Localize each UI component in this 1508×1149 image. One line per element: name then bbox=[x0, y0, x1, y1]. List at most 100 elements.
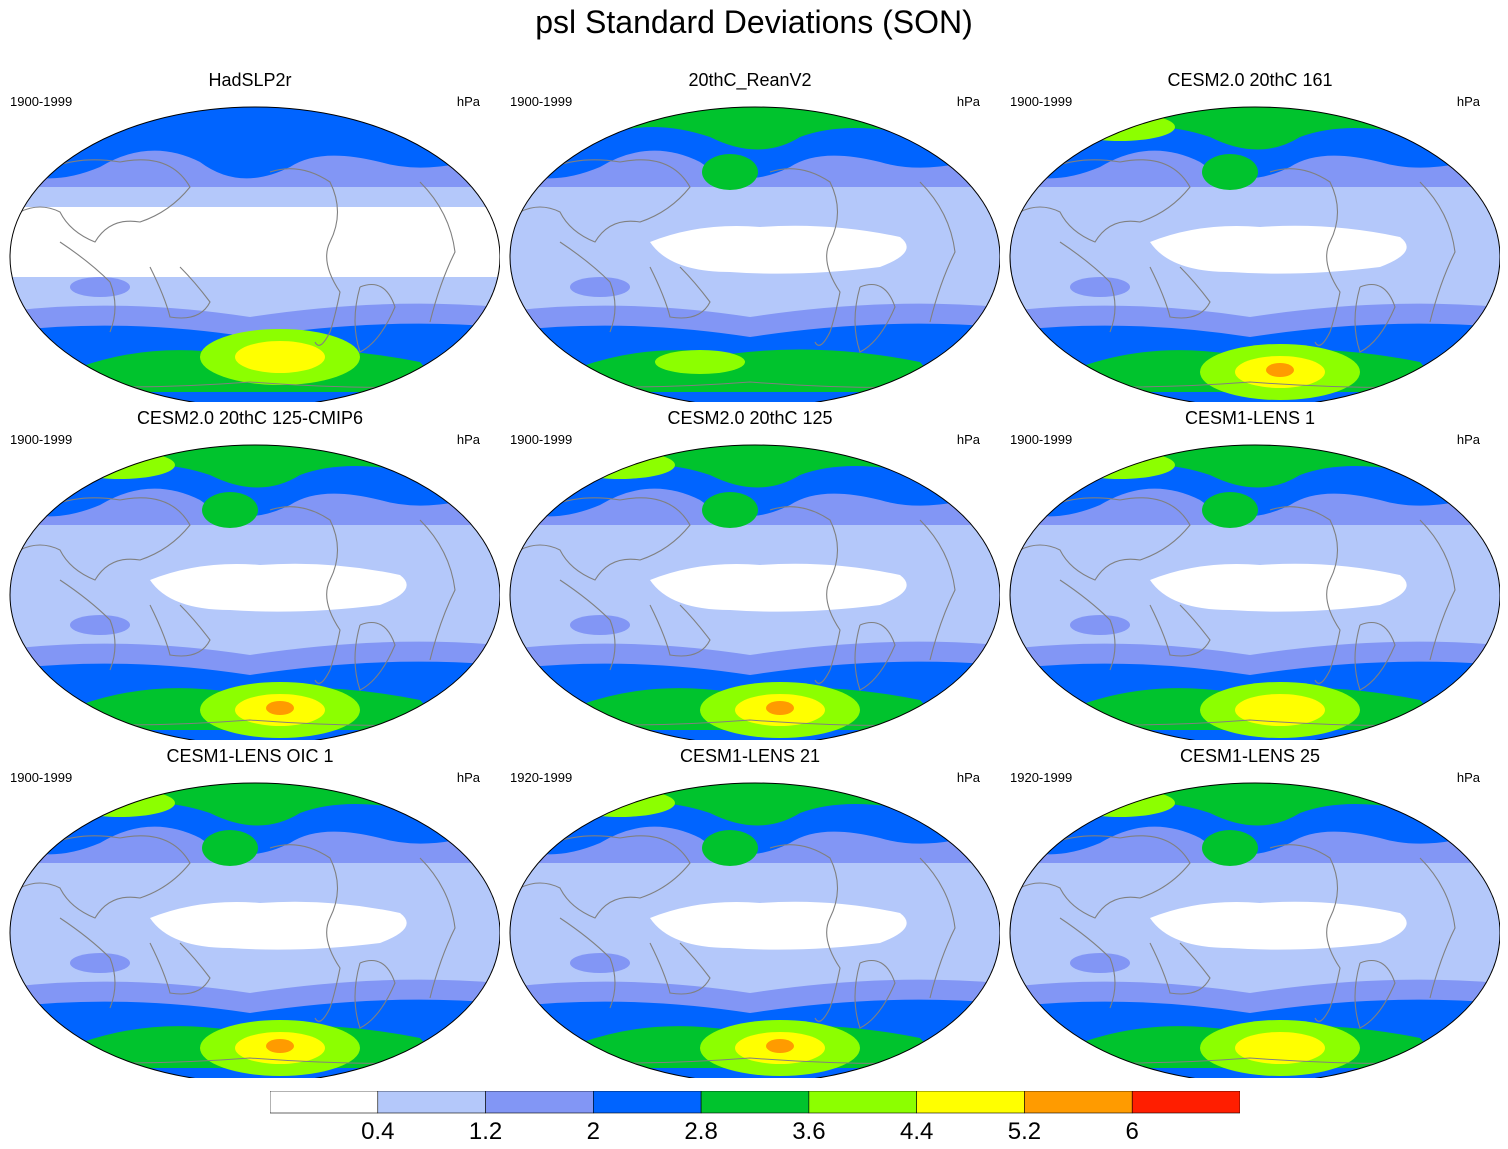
panel-title: CESM2.0 20thC 125 bbox=[500, 408, 1000, 429]
field-blob-south-max bbox=[1266, 363, 1294, 377]
colorbar-swatch bbox=[809, 1091, 917, 1113]
map-panel: 20thC_ReanV2 1900-1999 hPa bbox=[500, 70, 1000, 408]
panel-unit: hPa bbox=[1457, 770, 1480, 785]
field-blob-aleutian bbox=[202, 830, 258, 866]
field-blob-aleutian bbox=[1202, 492, 1258, 528]
field-blob-north bbox=[565, 451, 675, 479]
panel-unit: hPa bbox=[457, 770, 480, 785]
field-band-south-3 bbox=[580, 350, 927, 393]
field-tropics-white bbox=[650, 226, 907, 274]
panel-period: 1900-1999 bbox=[510, 432, 572, 447]
panel-unit: hPa bbox=[1457, 432, 1480, 447]
field-band-north-3 bbox=[0, 430, 500, 488]
field-band-north-3 bbox=[1000, 92, 1500, 150]
field-blob-aleutian bbox=[1202, 154, 1258, 190]
panel-title: CESM2.0 20thC 161 bbox=[1000, 70, 1500, 91]
field-blob-indian bbox=[1070, 953, 1130, 973]
field-tropics-white bbox=[650, 902, 907, 950]
colorbar-swatch bbox=[486, 1091, 594, 1113]
map-panel: CESM1-LENS 25 1920-1999 hPa bbox=[1000, 746, 1500, 1084]
world-map bbox=[1000, 768, 1500, 1078]
world-map bbox=[500, 92, 1000, 402]
field-tropics-white bbox=[1150, 226, 1407, 274]
panel-period: 1900-1999 bbox=[510, 94, 572, 109]
field-blob-north bbox=[65, 451, 175, 479]
field-blob-north bbox=[1065, 113, 1175, 141]
panel-unit: hPa bbox=[957, 432, 980, 447]
colorbar-swatch bbox=[270, 1091, 378, 1113]
field-blob-aleutian bbox=[202, 492, 258, 528]
colorbar bbox=[270, 1091, 1240, 1115]
colorbar-swatch bbox=[917, 1091, 1025, 1113]
panel-period: 1900-1999 bbox=[10, 770, 72, 785]
field-blob-aleutian bbox=[702, 154, 758, 190]
field-blob-indian bbox=[70, 615, 130, 635]
map-panel: CESM1-LENS OIC 1 1900-1999 hPa bbox=[0, 746, 500, 1084]
panel-title: CESM1-LENS 1 bbox=[1000, 408, 1500, 429]
field-blob-aleutian bbox=[702, 492, 758, 528]
field-blob-indian bbox=[70, 953, 130, 973]
panel-period: 1900-1999 bbox=[10, 432, 72, 447]
field-tropics-white bbox=[150, 564, 407, 612]
map-panel: CESM2.0 20thC 125 1900-1999 hPa bbox=[500, 408, 1000, 746]
world-map bbox=[0, 430, 500, 740]
panel-title: CESM1-LENS 21 bbox=[500, 746, 1000, 767]
field-band-north-3 bbox=[500, 92, 1000, 150]
field-blob-north bbox=[65, 789, 175, 817]
field-tropics-white bbox=[1150, 564, 1407, 612]
field-blob-north bbox=[565, 789, 675, 817]
field-blob-indian bbox=[1070, 277, 1130, 297]
field-band-north-3 bbox=[500, 430, 1000, 488]
field-tropics-white bbox=[650, 564, 907, 612]
world-map bbox=[1000, 430, 1500, 740]
colorbar-tick-label: 2 bbox=[587, 1118, 600, 1146]
field-blob-south-max bbox=[266, 1039, 294, 1053]
panel-title: CESM2.0 20thC 125-CMIP6 bbox=[0, 408, 500, 429]
field-blob-indian bbox=[570, 277, 630, 297]
panel-period: 1900-1999 bbox=[1010, 94, 1072, 109]
panel-unit: hPa bbox=[957, 770, 980, 785]
field-blob-north bbox=[1065, 789, 1175, 817]
world-map bbox=[0, 92, 500, 402]
figure-title: psl Standard Deviations (SON) bbox=[0, 4, 1508, 41]
field-band-north-3 bbox=[500, 768, 1000, 826]
field-blob-south-max bbox=[766, 701, 794, 715]
field-blob-north bbox=[1065, 451, 1175, 479]
panel-period: 1920-1999 bbox=[510, 770, 572, 785]
panel-unit: hPa bbox=[457, 432, 480, 447]
colorbar-swatch bbox=[593, 1091, 701, 1113]
field-blob-south-max bbox=[266, 701, 294, 715]
map-panel: CESM2.0 20thC 161 1900-1999 hPa bbox=[1000, 70, 1500, 408]
panel-title: HadSLP2r bbox=[0, 70, 500, 91]
colorbar-tick-label: 1.2 bbox=[469, 1118, 502, 1146]
field-blob-indian bbox=[1070, 615, 1130, 635]
field-band-north-3 bbox=[1000, 430, 1500, 488]
field-blob-south-2 bbox=[1235, 694, 1325, 726]
map-panel: CESM2.0 20thC 125-CMIP6 1900-1999 hPa bbox=[0, 408, 500, 746]
field-blob-south-2 bbox=[235, 341, 325, 373]
colorbar-swatch bbox=[378, 1091, 486, 1113]
world-map bbox=[1000, 92, 1500, 402]
field-band-north-3 bbox=[0, 768, 500, 826]
panel-title: CESM1-LENS OIC 1 bbox=[0, 746, 500, 767]
colorbar-swatch bbox=[701, 1091, 809, 1113]
field-blob-indian bbox=[570, 615, 630, 635]
field-tropics-white bbox=[1150, 902, 1407, 950]
world-map bbox=[500, 768, 1000, 1078]
field-band-north-3 bbox=[1000, 768, 1500, 826]
field-blob-south-2 bbox=[1235, 1032, 1325, 1064]
panel-period: 1900-1999 bbox=[10, 94, 72, 109]
panel-unit: hPa bbox=[457, 94, 480, 109]
colorbar-swatch bbox=[1024, 1091, 1132, 1113]
panel-title: 20thC_ReanV2 bbox=[500, 70, 1000, 91]
field-blob-south-1 bbox=[655, 350, 745, 374]
colorbar-tick-label: 4.4 bbox=[900, 1118, 933, 1146]
colorbar-swatch bbox=[1132, 1091, 1240, 1113]
map-panel: HadSLP2r 1900-1999 hPa bbox=[0, 70, 500, 408]
colorbar-tick-label: 3.6 bbox=[792, 1118, 825, 1146]
colorbar-tick-label: 6 bbox=[1126, 1118, 1139, 1146]
panel-unit: hPa bbox=[1457, 94, 1480, 109]
colorbar-tick-label: 0.4 bbox=[361, 1118, 394, 1146]
panel-title: CESM1-LENS 25 bbox=[1000, 746, 1500, 767]
panel-period: 1920-1999 bbox=[1010, 770, 1072, 785]
